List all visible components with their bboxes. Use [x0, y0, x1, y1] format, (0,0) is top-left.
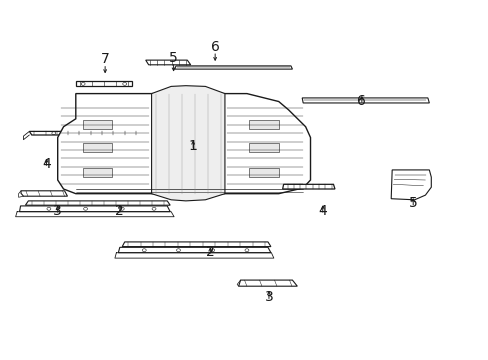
Polygon shape	[83, 120, 112, 129]
Text: 1: 1	[188, 139, 197, 153]
Polygon shape	[20, 206, 170, 212]
Text: 3: 3	[264, 290, 273, 304]
Polygon shape	[145, 60, 190, 65]
Polygon shape	[58, 94, 310, 194]
Polygon shape	[249, 120, 278, 129]
Polygon shape	[25, 201, 170, 205]
Polygon shape	[238, 280, 297, 286]
Polygon shape	[21, 191, 67, 196]
Polygon shape	[76, 81, 132, 86]
Polygon shape	[122, 242, 270, 247]
Text: 7: 7	[101, 53, 109, 66]
Polygon shape	[83, 168, 112, 177]
Text: 3: 3	[53, 204, 62, 217]
Text: 5: 5	[169, 51, 178, 64]
Polygon shape	[151, 86, 224, 201]
Text: 6: 6	[210, 40, 219, 54]
Text: 2: 2	[205, 245, 214, 259]
Polygon shape	[302, 98, 428, 103]
Polygon shape	[390, 170, 430, 200]
Text: 6: 6	[357, 94, 366, 108]
Polygon shape	[83, 143, 112, 152]
Polygon shape	[29, 131, 142, 135]
Text: 4: 4	[42, 157, 51, 171]
Polygon shape	[249, 168, 278, 177]
Polygon shape	[174, 66, 292, 69]
Polygon shape	[249, 143, 278, 152]
Polygon shape	[282, 184, 334, 189]
Text: 4: 4	[318, 204, 326, 217]
Polygon shape	[118, 247, 270, 253]
Text: 5: 5	[408, 197, 417, 210]
Text: 2: 2	[115, 204, 124, 217]
